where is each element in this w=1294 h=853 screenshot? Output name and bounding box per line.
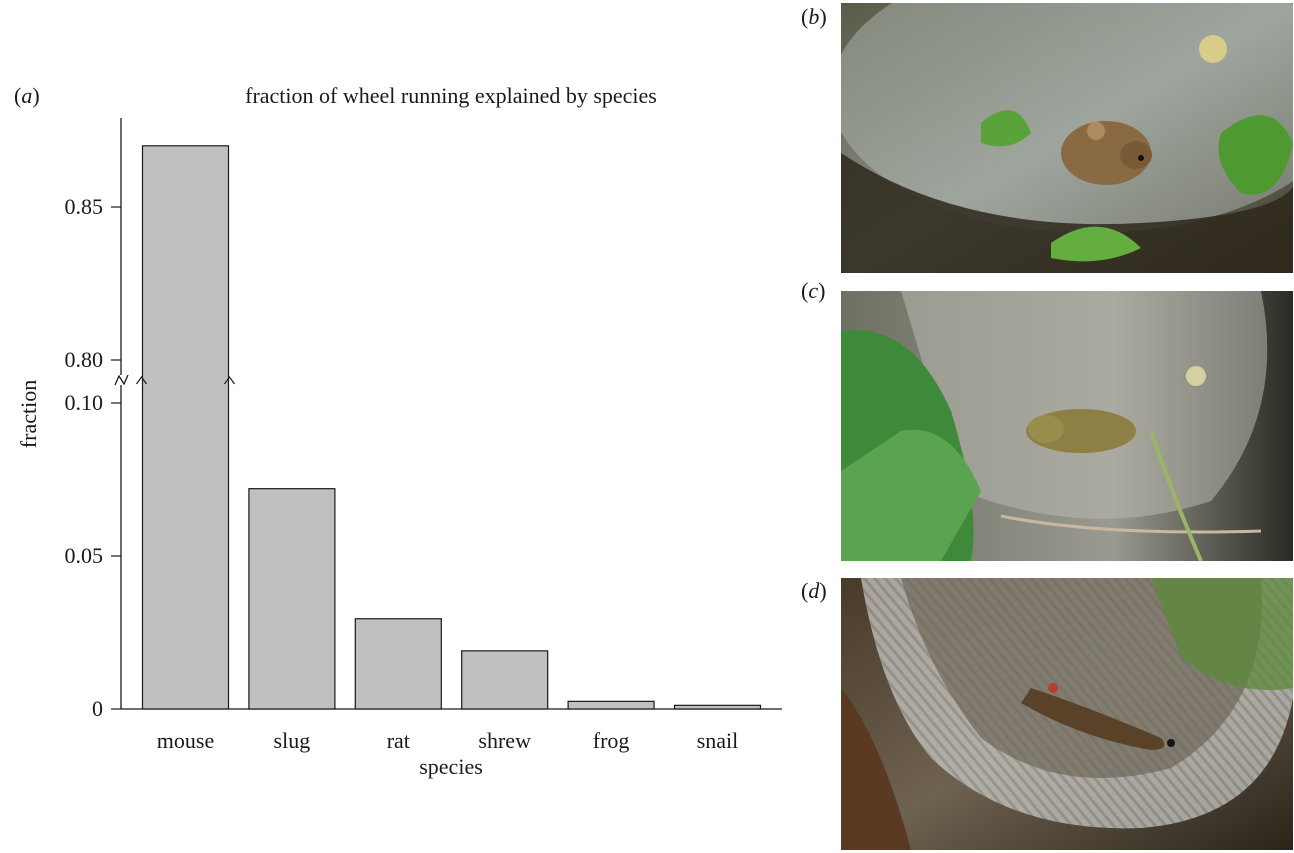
photo-mouse-in-wheel xyxy=(841,3,1293,273)
y-axis-label: fraction xyxy=(16,380,41,448)
bar-frog xyxy=(567,700,655,710)
bar-slug xyxy=(248,488,336,710)
y-tick-label: 0.80 xyxy=(65,347,104,372)
chart-title: fraction of wheel running explained by s… xyxy=(245,83,657,108)
bar-mouse xyxy=(141,145,230,710)
y-ticks: 0 0.05 0.10 0.80 0.85 xyxy=(65,194,121,721)
photo-frog-in-wheel xyxy=(841,291,1293,561)
y-tick-label: 0.10 xyxy=(65,390,104,415)
bar-shrew xyxy=(461,650,549,710)
x-tick-label: mouse xyxy=(157,728,214,753)
bar-break-mark xyxy=(136,375,147,385)
x-tick-label: snail xyxy=(697,728,739,753)
y-axis-break-mark xyxy=(114,374,129,386)
bar-snail xyxy=(673,704,762,710)
x-tick-label: shrew xyxy=(478,728,531,753)
x-ticks: mouse slug rat shrew frog snail xyxy=(157,728,739,753)
x-tick-label: rat xyxy=(387,728,410,753)
panel-label-a: (a) xyxy=(14,83,40,108)
panel-label-d: (d) xyxy=(801,578,827,603)
panel-label-b: (b) xyxy=(801,4,827,29)
bars xyxy=(136,145,762,710)
y-tick-label: 0.85 xyxy=(65,194,104,219)
bar-chart: (a) fraction of wheel running explained … xyxy=(14,83,782,779)
photo-slug-in-wheel xyxy=(841,578,1293,850)
bar-rat xyxy=(354,618,442,710)
y-tick-label: 0 xyxy=(92,696,103,721)
y-tick-label: 0.05 xyxy=(65,543,104,568)
x-tick-label: frog xyxy=(593,728,630,753)
bar-break-mark xyxy=(224,375,235,385)
panel-label-c: (c) xyxy=(801,278,826,303)
x-tick-label: slug xyxy=(274,728,311,753)
x-axis-label: species xyxy=(419,754,483,779)
